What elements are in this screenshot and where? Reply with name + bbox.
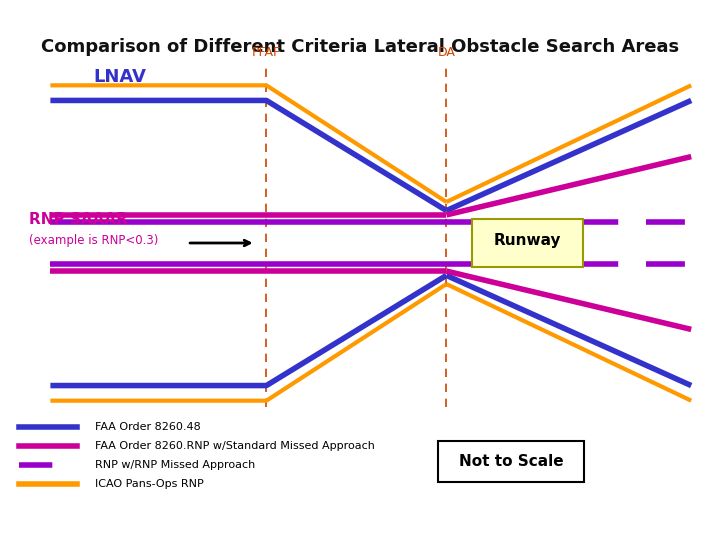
Text: DA: DA xyxy=(438,46,455,59)
Text: FAA Order 8260.RNP w/Standard Missed Approach: FAA Order 8260.RNP w/Standard Missed App… xyxy=(95,441,374,451)
Text: FAA Order 8260.48: FAA Order 8260.48 xyxy=(95,422,200,432)
FancyBboxPatch shape xyxy=(438,441,584,482)
Text: LNAV: LNAV xyxy=(94,68,146,86)
FancyBboxPatch shape xyxy=(472,219,583,267)
Text: 23: 23 xyxy=(693,510,708,523)
Text: 23: 23 xyxy=(680,492,706,510)
Text: Not to Scale: Not to Scale xyxy=(459,454,564,469)
Text: RNP w/RNP Missed Approach: RNP w/RNP Missed Approach xyxy=(95,460,255,470)
Text: ICAO Pans-Ops RNP: ICAO Pans-Ops RNP xyxy=(95,479,204,489)
Text: Federal Aviation
Administration: Federal Aviation Administration xyxy=(518,494,633,522)
Text: Runway: Runway xyxy=(494,233,561,248)
Text: PFAF: PFAF xyxy=(252,46,281,59)
Text: RNP SAAAR: RNP SAAAR xyxy=(29,212,127,227)
Text: Comparison of Different Criteria Lateral Obstacle Search Areas: Comparison of Different Criteria Lateral… xyxy=(41,38,679,56)
Text: (example is RNP<0.3): (example is RNP<0.3) xyxy=(29,234,158,247)
